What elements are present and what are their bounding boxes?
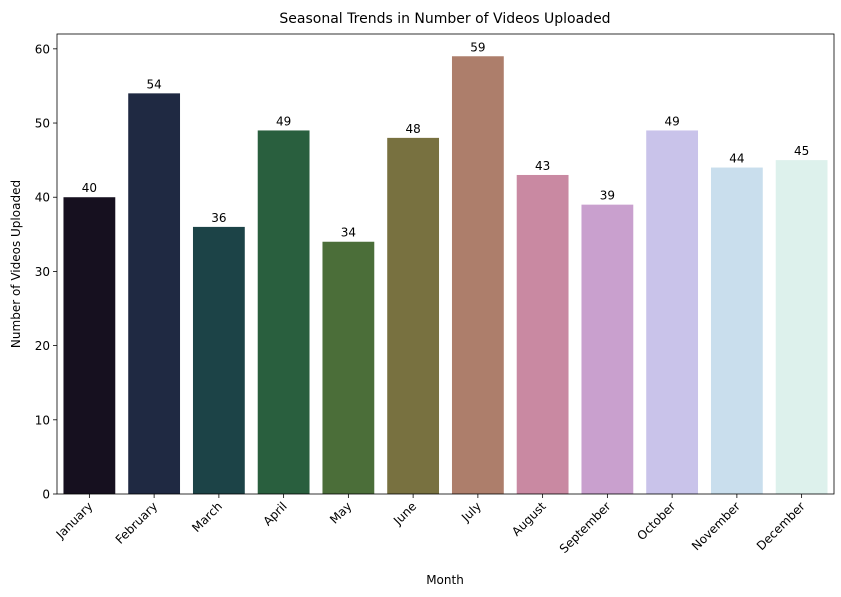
y-tick-label: 50 (35, 117, 50, 131)
y-axis-label: Number of Videos Uploaded (9, 180, 23, 348)
y-tick-label: 60 (35, 42, 50, 56)
x-tick-label: November (689, 499, 743, 553)
y-tick-label: 40 (35, 191, 50, 205)
bar-value-label: 48 (405, 122, 420, 136)
bar-value-label: 36 (211, 211, 226, 225)
x-tick-label: October (634, 499, 678, 543)
x-tick-label: January (53, 499, 96, 542)
bar-june (387, 137, 440, 494)
bar-value-label: 34 (341, 226, 356, 240)
bar-may (322, 241, 375, 494)
bar-value-label: 59 (470, 40, 485, 54)
bar-value-label: 49 (664, 114, 679, 128)
chart-title: Seasonal Trends in Number of Videos Uplo… (279, 11, 610, 27)
y-tick-label: 0 (42, 488, 50, 502)
bar-value-label: 40 (82, 181, 97, 195)
y-tick-label: 20 (35, 339, 50, 353)
x-tick-label: December (754, 499, 808, 553)
x-tick-label: August (509, 499, 549, 539)
bar-january (63, 197, 116, 494)
x-axis-ticks: January February March April May June July Augu… (53, 494, 808, 556)
bar-value-label: 49 (276, 114, 291, 128)
y-tick-label: 10 (35, 413, 50, 427)
x-tick-label: June (390, 499, 419, 528)
bar-october (646, 130, 699, 495)
plot-background (57, 34, 834, 494)
x-axis-label: Month (426, 573, 464, 587)
x-tick-label: May (327, 499, 354, 526)
bar-value-label: 43 (535, 159, 550, 173)
bar-february (128, 93, 181, 495)
bar-value-label: 45 (794, 144, 809, 158)
bar-value-labels: 40 54 36 49 34 48 59 43 39 49 44 45 (82, 40, 810, 239)
bar-value-label: 44 (729, 152, 744, 166)
x-tick-label: September (557, 499, 614, 556)
bar-july (451, 56, 504, 495)
x-tick-label: July (458, 499, 484, 525)
bar-august (516, 174, 569, 494)
bar-march (192, 226, 245, 494)
bar-value-label: 39 (600, 189, 615, 203)
bar-november (710, 167, 763, 494)
bars (63, 56, 828, 495)
bar-december (775, 160, 828, 494)
x-tick-label: February (113, 499, 161, 547)
bar-april (257, 130, 310, 495)
y-tick-label: 30 (35, 265, 50, 279)
bar-value-label: 54 (146, 77, 161, 91)
bar-september (581, 204, 634, 495)
plot-frame (56, 33, 835, 495)
x-tick-label: April (260, 499, 289, 528)
x-tick-label: March (189, 499, 225, 535)
y-axis-ticks: 0 10 20 30 40 50 60 (35, 42, 57, 502)
